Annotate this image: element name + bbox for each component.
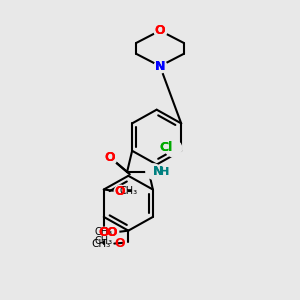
Text: O: O [114,237,125,250]
Text: N: N [153,165,163,178]
Text: H: H [160,167,169,177]
Text: CH₃: CH₃ [95,236,113,246]
Text: N: N [153,165,163,178]
Text: O: O [98,226,109,239]
Text: O: O [98,226,109,239]
Text: N: N [155,60,165,73]
Text: O: O [107,226,117,239]
Text: N: N [155,60,165,73]
Text: O: O [115,184,125,198]
Text: O: O [104,152,115,164]
Text: CH₃: CH₃ [92,238,111,248]
Text: O: O [115,184,125,198]
Text: Cl: Cl [160,141,173,154]
Text: N: N [155,60,165,73]
Text: CH₃: CH₃ [119,186,137,196]
Text: O: O [155,24,165,37]
Text: O: O [155,24,165,37]
Text: H: H [160,167,169,177]
Text: O: O [107,226,117,239]
Text: CH₃: CH₃ [95,227,113,237]
Text: O: O [104,152,115,164]
Text: Cl: Cl [160,141,173,154]
